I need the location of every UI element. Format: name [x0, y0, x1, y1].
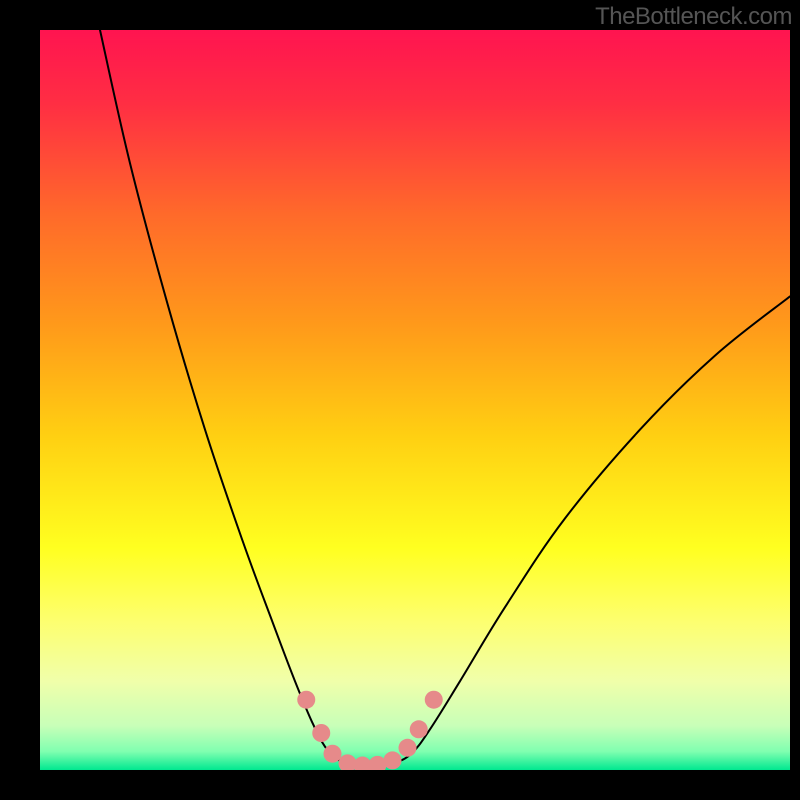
data-marker: [425, 691, 443, 709]
data-marker: [384, 751, 402, 769]
data-marker: [312, 724, 330, 742]
chart-svg: [40, 30, 790, 770]
watermark-text: TheBottleneck.com: [595, 3, 792, 31]
gradient-background: [40, 30, 790, 770]
plot-area: [40, 30, 790, 770]
data-marker: [297, 691, 315, 709]
data-marker: [410, 720, 428, 738]
data-marker: [399, 739, 417, 757]
data-marker: [324, 745, 342, 763]
